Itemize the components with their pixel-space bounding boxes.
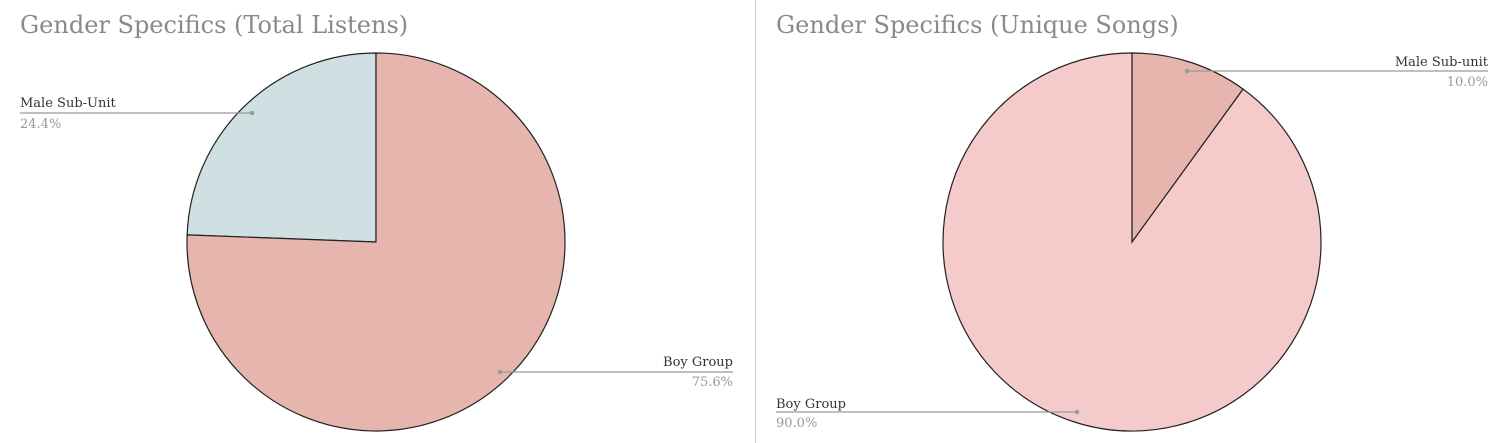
slice-label-male-sub-unit: Male Sub-Unit 24.4% xyxy=(20,96,255,132)
slice-percent: 90.0% xyxy=(776,416,817,431)
chart-title-unique-songs: Gender Specifics (Unique Songs) xyxy=(776,11,1179,39)
pie-slice-boy-group xyxy=(942,52,1322,432)
pie-slices-unique-songs xyxy=(942,52,1322,432)
slice-label-boy-group: Boy Group 75.6% xyxy=(497,355,733,390)
pie-slice-male-sub-unit xyxy=(186,52,377,243)
pie-chart-unique-songs: Gender Specifics (Unique Songs) Male Sub… xyxy=(776,11,1489,432)
leader-dot xyxy=(249,110,255,116)
slice-percent: 75.6% xyxy=(692,375,733,390)
leader-dot xyxy=(1074,409,1080,415)
slice-label: Male Sub-Unit xyxy=(20,96,117,111)
pie-slice-male-sub-unit xyxy=(1131,52,1244,244)
slice-label: Male Sub-unit xyxy=(1395,55,1489,70)
leader-dot xyxy=(1184,68,1190,74)
slice-percent: 24.4% xyxy=(20,117,61,132)
leader-dot xyxy=(497,369,503,375)
chart-title-total-listens: Gender Specifics (Total Listens) xyxy=(20,11,408,39)
pie-chart-total-listens: Gender Specifics (Total Listens) Male Su… xyxy=(20,11,733,432)
pie-slices-total-listens xyxy=(186,52,566,432)
pie-slice-boy-group xyxy=(186,52,566,432)
slice-label: Boy Group xyxy=(663,355,733,370)
slice-label-boy-group: Boy Group 90.0% xyxy=(776,397,1080,431)
slice-percent: 10.0% xyxy=(1447,75,1488,90)
slice-label-male-sub-unit: Male Sub-unit 10.0% xyxy=(1184,55,1489,90)
slice-label: Boy Group xyxy=(776,397,846,412)
